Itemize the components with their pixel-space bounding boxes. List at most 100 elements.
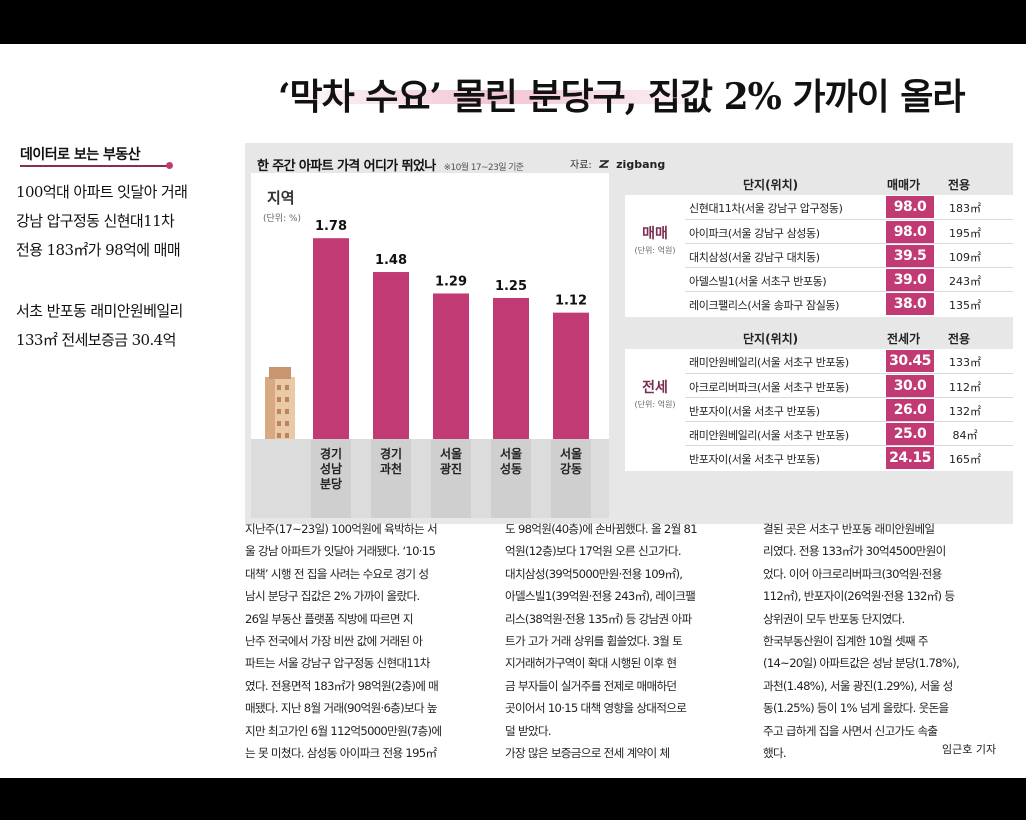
jeonse-table-header: 단지(위치) 전세가 전용 — [625, 327, 1013, 347]
header-complex: 단지(위치) — [743, 178, 799, 192]
article-line: 매됐다. 지난 8월 거래(90억원·6층)보다 높 — [245, 701, 437, 716]
area: 109㎡ — [949, 251, 981, 264]
article-column-3: 결된 곳은 서초구 반포동 래미안원베일 리였다. 전용 133㎡가 30억45… — [763, 518, 1008, 764]
bar-value-label: 1.78 — [315, 219, 347, 234]
summary-block-2: 서초 반포동 래미안원베일리 133㎡ 전세보증금 30.4억 — [16, 297, 241, 355]
article-line: 지거래허가구역이 확대 시행된 이후 현 — [505, 656, 677, 671]
complex-name: 아델스빌1(서울 서초구 반포동) — [689, 275, 827, 288]
article-line: 울 강남 아파트가 잇달아 거래됐다. ‘10·15 — [245, 544, 436, 559]
jeonse-row: 반포자이(서울 서초구 반포동) 24.15 165㎡ — [685, 445, 1013, 470]
article-line: 동(1.25%) 등이 1% 넘게 올랐다. 웃돈을 — [763, 701, 949, 716]
article-line: 상위권이 모두 반포동 단지였다. — [763, 611, 905, 626]
jeonse-row: 아크로리버파크(서울 서초구 반포동) 30.0 112㎡ — [685, 373, 1013, 398]
sale-row: 아델스빌1(서울 서초구 반포동) 39.0 243㎡ — [685, 267, 1013, 292]
article-line: 파트는 서울 강남구 압구정동 신현대11차 — [245, 656, 430, 671]
sale-category-unit: (단위: 억원) — [634, 246, 676, 255]
article-line: 26일 부동산 플랫폼 직방에 따르면 지 — [245, 611, 414, 626]
bar — [493, 297, 529, 439]
header-price: 전세가 — [887, 332, 921, 346]
article-line: 난주 전국에서 가장 비싼 값에 거래된 아 — [245, 634, 423, 649]
article-line: (14~20일) 아파트값은 성남 분당(1.78%), — [763, 656, 960, 671]
sale-category: 매매 (단위: 억원) — [625, 195, 685, 256]
sale-price: 98.0 — [886, 196, 934, 218]
bar-label-backdrop — [551, 439, 591, 518]
sale-table-header: 단지(위치) 매매가 전용 — [625, 173, 1013, 193]
jeonse-category-title: 전세 — [642, 380, 668, 396]
complex-name: 신현대11차(서울 강남구 압구정동) — [689, 202, 843, 215]
bar-label-backdrop — [491, 439, 531, 518]
jeonse-row: 반포자이(서울 서초구 반포동) 26.0 132㎡ — [685, 397, 1013, 422]
x-tick-label: 서울 광진 — [439, 447, 463, 476]
jeonse-row: 래미안원베일리(서울 서초구 반포동) 30.45 133㎡ — [685, 349, 1013, 373]
article-line: 주고 급하게 집을 사면서 신고가도 속출 — [763, 723, 938, 738]
infographic-title: 한 주간 아파트 가격 어디가 뛰었나 ※10월 17~23일 기준 — [257, 155, 524, 174]
jeonse-row: 래미안원베일리(서울 서초구 반포동) 25.0 84㎡ — [685, 421, 1013, 446]
article-line: 는 못 미쳤다. 삼성동 아이파크 전용 195㎡ — [245, 746, 437, 761]
sale-table-body: 매매 (단위: 억원) 신현대11차(서울 강남구 압구정동) 98.0 183… — [625, 195, 1013, 317]
jeonse-price: 30.0 — [886, 375, 934, 397]
article-line: 가장 많은 보증금으로 전세 계약이 체 — [505, 746, 670, 761]
sale-price: 39.5 — [886, 245, 934, 267]
complex-name: 래미안원베일리(서울 서초구 반포동) — [689, 356, 849, 369]
sale-category-title: 매매 — [642, 226, 668, 242]
header-area: 전용 — [948, 332, 971, 346]
bar-chart: 지역 (단위: %) 1.78 1.48 1.29 1.25 1.12 경기 성남 분당 경기… — [251, 173, 609, 518]
article-line: 했다. — [763, 746, 787, 761]
article-line: 였다. 전용면적 183㎡가 98억원(2층)에 매 — [245, 678, 439, 693]
bar-value-label: 1.25 — [495, 279, 527, 294]
source-name: zigbang — [616, 158, 666, 171]
bar-value-label: 1.12 — [555, 294, 587, 309]
complex-name: 래미안원베일리(서울 서초구 반포동) — [689, 429, 849, 442]
summary-line: 전용 183㎡가 98억에 매매 — [16, 241, 181, 259]
complex-name: 반포자이(서울 서초구 반포동) — [689, 453, 820, 466]
area: 165㎡ — [949, 453, 981, 466]
jeonse-price: 25.0 — [886, 423, 934, 445]
article-line: 결된 곳은 서초구 반포동 래미안원베일 — [763, 522, 935, 536]
summary-line: 133㎡ 전세보증금 30.4억 — [16, 331, 176, 349]
complex-name: 아크로리버파크(서울 서초구 반포동) — [689, 381, 849, 394]
bar — [313, 238, 349, 439]
article-line: 과천(1.48%), 서울 광진(1.29%), 서울 성 — [763, 678, 953, 693]
section-label: 데이터로 보는 부동산 — [20, 147, 141, 163]
article-line: 대치삼성(39억5000만원·전용 109㎡), — [505, 566, 683, 581]
area: 195㎡ — [949, 227, 981, 240]
area: 132㎡ — [949, 405, 981, 418]
bar-label-backdrop — [431, 439, 471, 518]
bar-label-backdrop — [311, 439, 351, 518]
complex-name: 레이크팰리스(서울 송파구 잠실동) — [689, 299, 840, 312]
area: 84㎡ — [952, 429, 978, 442]
headline-highlight — [300, 90, 692, 104]
bar — [373, 272, 409, 439]
article-line: 금 부자들이 실거주를 전제로 매매하던 — [505, 678, 677, 693]
sale-price: 39.0 — [886, 269, 934, 291]
sale-price: 98.0 — [886, 221, 934, 243]
chart-axis-label: 지역 — [267, 189, 295, 207]
area: 133㎡ — [949, 356, 981, 369]
headline-text: ‘막차 수요’ 몰린 분당구, 집값 2% 가까이 올라 — [278, 76, 966, 118]
bar-value-label: 1.48 — [375, 253, 407, 268]
bar — [553, 312, 589, 439]
article-line: 한국부동산원이 집계한 10월 셋째 주 — [763, 634, 929, 649]
header-complex: 단지(위치) — [743, 332, 799, 346]
newspaper-page: ‘막차 수요’ 몰린 분당구, 집값 2% 가까이 올라 데이터로 보는 부동산… — [0, 44, 1026, 778]
article-line: 리스(38억원·전용 135㎡) 등 강남권 아파 — [505, 611, 692, 626]
bar-label-backdrop — [371, 439, 411, 518]
source-label: 자료: — [570, 160, 592, 171]
jeonse-price: 30.45 — [886, 350, 934, 372]
bar-value-label: 1.29 — [435, 274, 467, 289]
jeonse-price: 24.15 — [886, 447, 934, 469]
article-line: 지만 최고가인 6월 112억5000만원(7층)에 — [245, 723, 442, 738]
sale-row: 대치삼성(서울 강남구 대치동) 39.5 109㎡ — [685, 243, 1013, 268]
sale-row: 레이크팰리스(서울 송파구 잠실동) 38.0 135㎡ — [685, 291, 1013, 316]
infographic-panel: 한 주간 아파트 가격 어디가 뛰었나 ※10월 17~23일 기준 자료: z… — [245, 143, 1013, 524]
sale-price: 38.0 — [886, 293, 934, 315]
article-line: 었다. 이어 아크로리버파크(30억원·전용 — [763, 566, 942, 581]
article-line: 아델스빌1(39억원·전용 243㎡), 레이크팰 — [505, 589, 696, 604]
x-tick-label: 경기 과천 — [379, 447, 403, 476]
summary-line: 100억대 아파트 잇달아 거래 — [16, 183, 188, 201]
section-dot — [166, 162, 173, 169]
sale-row: 아이파크(서울 강남구 삼성동) 98.0 195㎡ — [685, 219, 1013, 244]
article-line: 도 98억원(40층)에 손바뀜했다. 올 2월 81 — [505, 522, 698, 536]
jeonse-price: 26.0 — [886, 399, 934, 421]
zigbang-logo-icon — [598, 160, 609, 168]
